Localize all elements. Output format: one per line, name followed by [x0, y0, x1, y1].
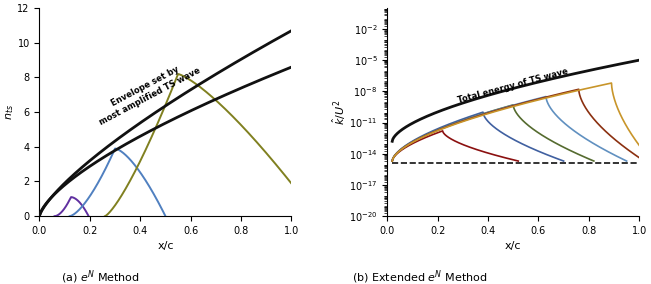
Text: (a) $e^{N}$ Method: (a) $e^{N}$ Method [61, 268, 141, 284]
Text: Envelope set by
most amplified TS wave: Envelope set by most amplified TS wave [93, 56, 202, 126]
Text: (b) Extended $e^{N}$ Method: (b) Extended $e^{N}$ Method [352, 268, 488, 284]
Y-axis label: $\hat{k}/U^2$: $\hat{k}/U^2$ [330, 99, 348, 125]
X-axis label: x/c: x/c [505, 241, 521, 251]
Y-axis label: $n_{ts}$: $n_{ts}$ [4, 104, 16, 120]
X-axis label: x/c: x/c [157, 241, 174, 251]
Text: Total energy of TS wave: Total energy of TS wave [457, 67, 570, 105]
